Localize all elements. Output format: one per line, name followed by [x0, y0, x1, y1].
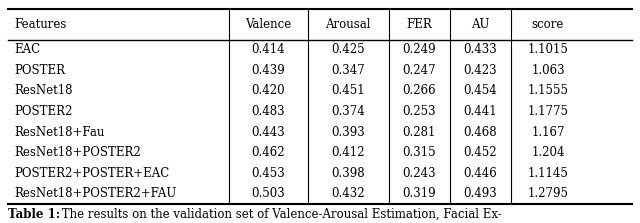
Text: 0.452: 0.452 — [464, 146, 497, 159]
Text: 1.167: 1.167 — [531, 126, 564, 138]
Text: Arousal: Arousal — [325, 18, 371, 31]
Text: 1.063: 1.063 — [531, 64, 565, 77]
Text: 0.443: 0.443 — [252, 126, 285, 138]
Text: 0.423: 0.423 — [464, 64, 497, 77]
Text: 0.433: 0.433 — [463, 43, 497, 56]
Text: 0.454: 0.454 — [463, 85, 497, 97]
Text: 1.1145: 1.1145 — [527, 167, 568, 180]
Text: score: score — [532, 18, 564, 31]
Text: 0.243: 0.243 — [403, 167, 436, 180]
Text: AU: AU — [471, 18, 490, 31]
Text: 0.266: 0.266 — [403, 85, 436, 97]
Text: ResNet18+POSTER2+FAU: ResNet18+POSTER2+FAU — [14, 187, 177, 200]
Text: 1.1555: 1.1555 — [527, 85, 568, 97]
Text: 1.204: 1.204 — [531, 146, 564, 159]
Text: 0.446: 0.446 — [463, 167, 497, 180]
Text: 1.1775: 1.1775 — [527, 105, 568, 118]
Text: 1.2795: 1.2795 — [527, 187, 568, 200]
Text: 0.453: 0.453 — [252, 167, 285, 180]
Text: 0.253: 0.253 — [403, 105, 436, 118]
Text: ResNet18+POSTER2: ResNet18+POSTER2 — [14, 146, 141, 159]
Text: 0.281: 0.281 — [403, 126, 436, 138]
Text: 0.374: 0.374 — [332, 105, 365, 118]
Text: 0.493: 0.493 — [463, 187, 497, 200]
Text: Valence: Valence — [245, 18, 292, 31]
Text: 0.247: 0.247 — [403, 64, 436, 77]
Text: POSTER: POSTER — [14, 64, 65, 77]
Text: ResNet18+Fau: ResNet18+Fau — [14, 126, 104, 138]
Text: Features: Features — [14, 18, 67, 31]
Text: 0.249: 0.249 — [403, 43, 436, 56]
Text: The results on the validation set of Valence-Arousal Estimation, Facial Ex-: The results on the validation set of Val… — [58, 208, 501, 221]
Text: 0.451: 0.451 — [332, 85, 365, 97]
Text: 0.420: 0.420 — [252, 85, 285, 97]
Text: ResNet18: ResNet18 — [14, 85, 72, 97]
Text: 0.483: 0.483 — [252, 105, 285, 118]
Text: 0.393: 0.393 — [332, 126, 365, 138]
Text: 0.441: 0.441 — [464, 105, 497, 118]
Text: 0.468: 0.468 — [464, 126, 497, 138]
Text: 0.425: 0.425 — [332, 43, 365, 56]
Text: EAC: EAC — [14, 43, 40, 56]
Text: POSTER2: POSTER2 — [14, 105, 72, 118]
Text: 0.439: 0.439 — [252, 64, 285, 77]
Text: 0.503: 0.503 — [252, 187, 285, 200]
Text: 0.412: 0.412 — [332, 146, 365, 159]
Text: 0.432: 0.432 — [332, 187, 365, 200]
Text: 0.347: 0.347 — [332, 64, 365, 77]
Text: 0.414: 0.414 — [252, 43, 285, 56]
Text: POSTER2+POSTER+EAC: POSTER2+POSTER+EAC — [14, 167, 170, 180]
Text: 0.315: 0.315 — [403, 146, 436, 159]
Text: 0.398: 0.398 — [332, 167, 365, 180]
Text: 1.1015: 1.1015 — [527, 43, 568, 56]
Text: 0.319: 0.319 — [403, 187, 436, 200]
Text: FER: FER — [406, 18, 432, 31]
Text: Table 1:: Table 1: — [8, 208, 60, 221]
Text: 0.462: 0.462 — [252, 146, 285, 159]
